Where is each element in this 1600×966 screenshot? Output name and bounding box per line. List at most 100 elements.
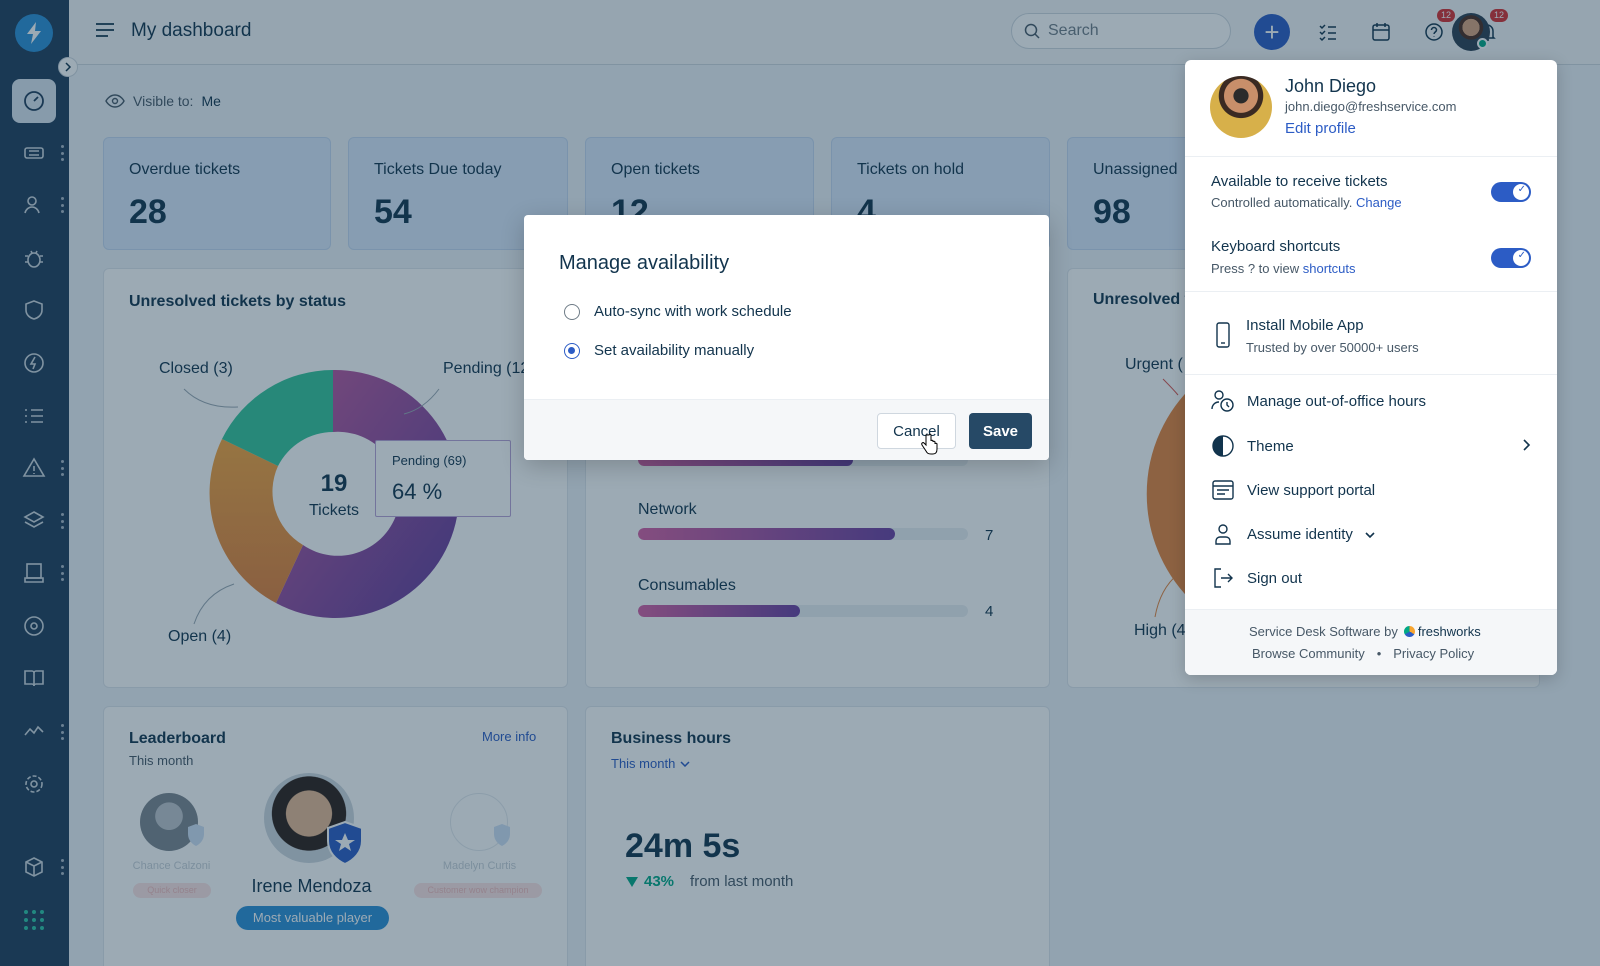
projects-icon[interactable] [12, 604, 56, 648]
legend-urgent: Urgent ( [1125, 356, 1183, 373]
sign-out-icon [1211, 566, 1235, 590]
clock-person-icon [1211, 389, 1235, 413]
modal-title: Manage availability [559, 252, 730, 274]
radio-manual[interactable] [564, 342, 580, 359]
option-auto-sync[interactable]: Auto-sync with work schedule [564, 303, 792, 320]
menu-assume-identity[interactable]: Assume identity [1211, 522, 1375, 546]
menu-out-of-office[interactable]: Manage out-of-office hours [1211, 389, 1426, 413]
legend-open: Open (4) [168, 628, 232, 645]
portal-icon [1211, 478, 1235, 502]
app-logo-icon[interactable] [15, 14, 53, 52]
manage-availability-modal: Manage availability Auto-sync with work … [524, 215, 1049, 460]
visibility-indicator: Visible to: Me [105, 93, 221, 109]
business-hours-change: 43% from last month [626, 873, 793, 890]
freshworks-logo[interactable]: freshworks [1403, 624, 1481, 639]
theme-icon [1211, 434, 1235, 458]
alerts-icon[interactable] [12, 446, 56, 490]
donut-slice-pending[interactable] [276, 369, 460, 618]
contacts-icon[interactable] [12, 183, 56, 227]
stat-label: Unassigned [1093, 161, 1178, 178]
change-percent: 43% [644, 873, 675, 890]
badge-shield-icon [186, 823, 206, 847]
donut-center-label: Tickets [308, 502, 360, 519]
stat-card-overdue[interactable]: Overdue tickets 28 [103, 137, 331, 250]
assets-layers-icon[interactable] [12, 499, 56, 543]
footer-separator: • [1376, 646, 1382, 661]
chevron-right-icon [1523, 438, 1531, 455]
calendar-icon[interactable] [1363, 14, 1399, 50]
donut-slice-closed[interactable] [222, 370, 333, 466]
eye-icon [105, 94, 125, 108]
chart-tooltip: Pending (69) 64 % [375, 440, 511, 517]
page-title: My dashboard [131, 20, 252, 41]
left-sidebar [0, 0, 69, 966]
leader-line-pending [403, 388, 440, 415]
mobile-phone-icon [1216, 322, 1230, 353]
bar-label-network: Network [638, 501, 697, 518]
menu-sign-out[interactable]: Sign out [1211, 566, 1302, 590]
releases-icon[interactable] [12, 341, 56, 385]
profile-dropdown: John Diego john.diego@freshservice.com E… [1185, 60, 1557, 675]
player-avatar [450, 793, 508, 851]
help-icon[interactable]: 12 [1416, 9, 1455, 50]
browse-community-link[interactable]: Browse Community [1252, 646, 1365, 661]
modal-footer: Cancel Save [524, 399, 1049, 460]
person-icon [1211, 522, 1235, 546]
donut-slice-open[interactable] [209, 439, 303, 603]
period-dropdown[interactable]: This month [611, 756, 690, 771]
legend-pending: Pending (12 [443, 360, 530, 377]
help-badge: 12 [1436, 9, 1455, 22]
edit-profile-link[interactable]: Edit profile [1285, 120, 1356, 137]
bar-label-consumables: Consumables [638, 577, 736, 594]
option-manual[interactable]: Set availability manually [564, 342, 754, 359]
apps-cube-icon[interactable] [12, 845, 56, 889]
menu-support-portal[interactable]: View support portal [1211, 478, 1375, 502]
tasks-list-icon[interactable] [12, 394, 56, 438]
card-title: Business hours [611, 730, 732, 747]
top-header: My dashboard Search + 12 12 [69, 0, 1600, 65]
availability-toggle[interactable]: ✓ [1491, 182, 1531, 202]
chevron-down-icon [680, 760, 690, 767]
shortcuts-toggle[interactable]: ✓ [1491, 248, 1531, 268]
new-item-plus-button[interactable]: + [1254, 14, 1290, 50]
tickets-icon[interactable] [12, 131, 56, 175]
changes-shield-icon[interactable] [12, 288, 56, 332]
bar-fill-network [638, 528, 896, 540]
problems-bug-icon[interactable] [12, 236, 56, 280]
shortcuts-link[interactable]: shortcuts [1302, 261, 1356, 276]
radio-auto-sync[interactable] [564, 303, 580, 320]
knowledge-book-icon[interactable] [12, 656, 56, 700]
menu-theme[interactable]: Theme [1211, 434, 1531, 458]
search-input[interactable]: Search [1011, 13, 1231, 49]
admin-gear-icon[interactable] [12, 762, 56, 806]
install-mobile-app-link[interactable]: Install Mobile App [1246, 317, 1364, 334]
purchase-orders-icon[interactable] [12, 551, 56, 595]
unresolved-by-status-card: Unresolved tickets by status 19 Tickets … [103, 268, 568, 688]
visible-to-value: Me [201, 93, 221, 109]
search-placeholder: Search [1048, 22, 1099, 39]
footer-links: Browse Community • Privacy Policy [1252, 646, 1474, 661]
player-name: Irene Mendoza [251, 876, 372, 896]
change-availability-link[interactable]: Change [1356, 195, 1402, 210]
bar-value-consumables: 4 [985, 603, 994, 620]
availability-title: Available to receive tickets [1211, 173, 1388, 190]
profile-avatar [1210, 76, 1272, 138]
save-button[interactable]: Save [969, 413, 1032, 449]
privacy-policy-link[interactable]: Privacy Policy [1393, 646, 1475, 661]
stat-value: 54 [374, 193, 412, 231]
cancel-button[interactable]: Cancel [877, 413, 956, 449]
dashboard-icon[interactable] [12, 79, 56, 123]
profile-name: John Diego [1285, 76, 1377, 96]
expand-sidebar-chevron-icon[interactable] [58, 57, 78, 77]
more-info-link[interactable]: More info [482, 729, 537, 744]
todo-checklist-icon[interactable] [1310, 14, 1346, 50]
legend-high: High (4 [1134, 622, 1186, 639]
analytics-icon[interactable] [12, 709, 56, 753]
donut-center-value: 19 [320, 470, 348, 497]
leader-line-closed [183, 388, 239, 408]
hamburger-menu-icon[interactable] [95, 22, 115, 43]
app-switcher-grid-icon[interactable] [12, 898, 56, 942]
player-tag: Customer wow champion [414, 883, 542, 898]
search-icon [1024, 23, 1040, 39]
bar-track-network [638, 528, 968, 540]
